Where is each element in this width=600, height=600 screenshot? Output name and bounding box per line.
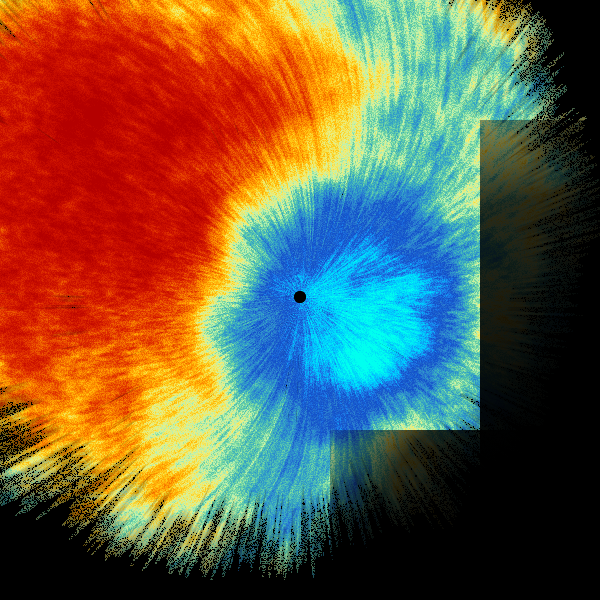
radar-velocity-display: Doppler Radar Radial Velocity Base Veloc… bbox=[0, 0, 600, 600]
radar-velocity-canvas bbox=[0, 0, 600, 600]
